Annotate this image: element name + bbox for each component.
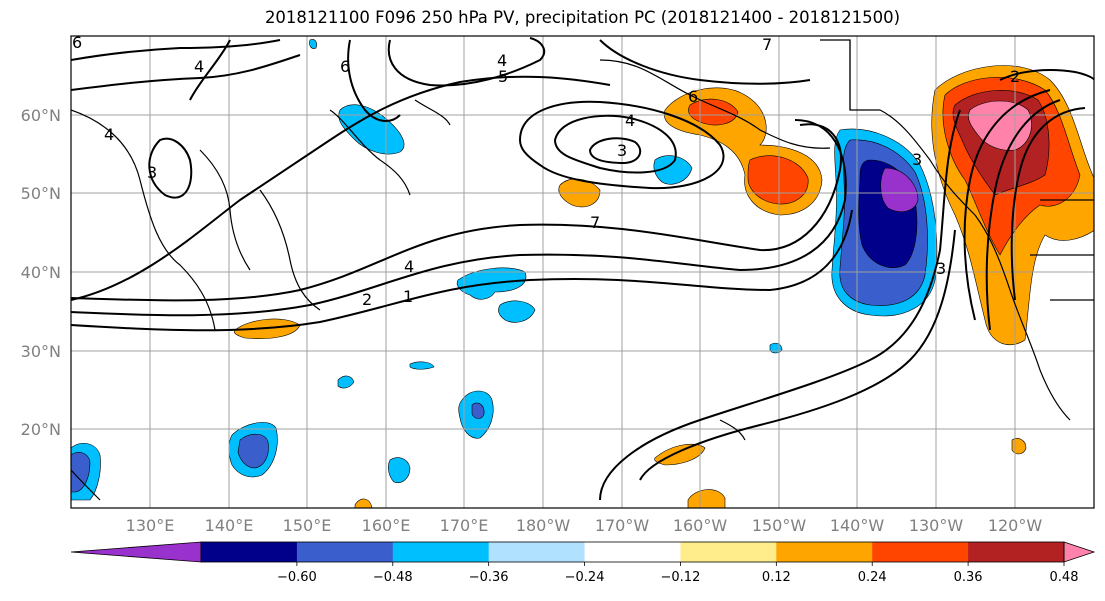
contour-label: 2	[1010, 67, 1020, 86]
colorbar-swatch	[296, 542, 394, 562]
lon-label-150e: 150°E	[283, 516, 332, 535]
contour-label: 4	[194, 57, 204, 76]
colorbar-tick-label: −0.60	[277, 570, 317, 585]
lon-label-140w: 140°W	[830, 516, 885, 535]
lon-label-120w: 120°W	[988, 516, 1043, 535]
contour-label: 3	[617, 141, 627, 160]
map-border	[70, 35, 1095, 509]
colorbar-border	[200, 541, 1065, 563]
lon-label-130e: 130°E	[126, 516, 175, 535]
lon-label-150w: 150°W	[752, 516, 807, 535]
colorbar-tick-label: 0.12	[762, 570, 791, 585]
map-title: 2018121100 F096 250 hPa PV, precipitatio…	[264, 8, 901, 27]
colorbar-extend-min	[70, 541, 202, 563]
lon-label-170e: 170°E	[440, 516, 489, 535]
lon-label-160e: 160°E	[362, 516, 411, 535]
lat-label-40n: 40°N	[21, 263, 61, 282]
pv-contours	[71, 37, 1094, 501]
contour-label: 2	[362, 290, 372, 309]
lat-label-60n: 60°N	[21, 106, 61, 125]
contour-label: 7	[590, 213, 600, 232]
lon-label-170w: 170°W	[595, 516, 650, 535]
lon-label-160w: 160°W	[673, 516, 728, 535]
colorbar-tick-label: 0.48	[1050, 570, 1079, 585]
contour-label: 6	[688, 87, 698, 106]
colorbar-tick-label: −0.24	[565, 570, 605, 585]
lon-label-180w: 180°W	[516, 516, 571, 535]
colorbar-swatch	[872, 542, 969, 562]
colorbar-swatch	[392, 542, 490, 562]
colorbar-swatch	[584, 542, 681, 562]
lat-label-50n: 50°N	[21, 184, 61, 203]
colorbar-tick-label: −0.12	[661, 570, 701, 585]
colorbar-tick-label: −0.36	[469, 570, 509, 585]
precip-shading	[71, 39, 1094, 508]
colorbar: −0.60 −0.48 −0.36 −0.24 −0.12 0.12 0.24 0.36 0.4…	[70, 541, 1096, 585]
contour-label: 4	[625, 111, 635, 130]
contour-label: 5	[498, 67, 508, 86]
contour-label: 7	[762, 35, 772, 54]
colorbar-swatch	[201, 542, 298, 562]
lon-labels: 130°E 140°E 150°E 160°E 170°E 180°W 170°…	[126, 516, 1043, 535]
colorbar-swatch	[680, 542, 777, 562]
contour-label: 3	[147, 163, 157, 182]
colorbar-tick-label: −0.48	[373, 570, 413, 585]
graticule	[71, 36, 1094, 508]
colorbar-swatch	[968, 542, 1065, 562]
contour-label: 4	[104, 125, 114, 144]
lon-label-130w: 130°W	[909, 516, 964, 535]
lat-label-30n: 30°N	[21, 342, 61, 361]
contour-label: 3	[936, 259, 946, 278]
lat-labels: 60°N 50°N 40°N 30°N 20°N	[21, 106, 61, 439]
contour-label: 6	[340, 57, 350, 76]
colorbar-tick-label: 0.36	[954, 570, 983, 585]
contour-label: 4	[497, 51, 507, 70]
contour-label: 3	[912, 150, 922, 169]
lon-label-140e: 140°E	[205, 516, 254, 535]
colorbar-tick-label: 0.24	[858, 570, 887, 585]
contour-label: 6	[72, 33, 82, 52]
colorbar-swatch	[776, 542, 873, 562]
contour-label: 1	[403, 287, 413, 306]
lat-label-20n: 20°N	[21, 420, 61, 439]
colorbar-extend-max	[1063, 541, 1096, 563]
colorbar-swatch	[488, 542, 586, 562]
contour-label: 4	[404, 257, 414, 276]
pv-contour-labels: 4 5 6 7 4 3 7 3 4 2 1 6 6 4 3 3 2 4	[72, 33, 1020, 309]
